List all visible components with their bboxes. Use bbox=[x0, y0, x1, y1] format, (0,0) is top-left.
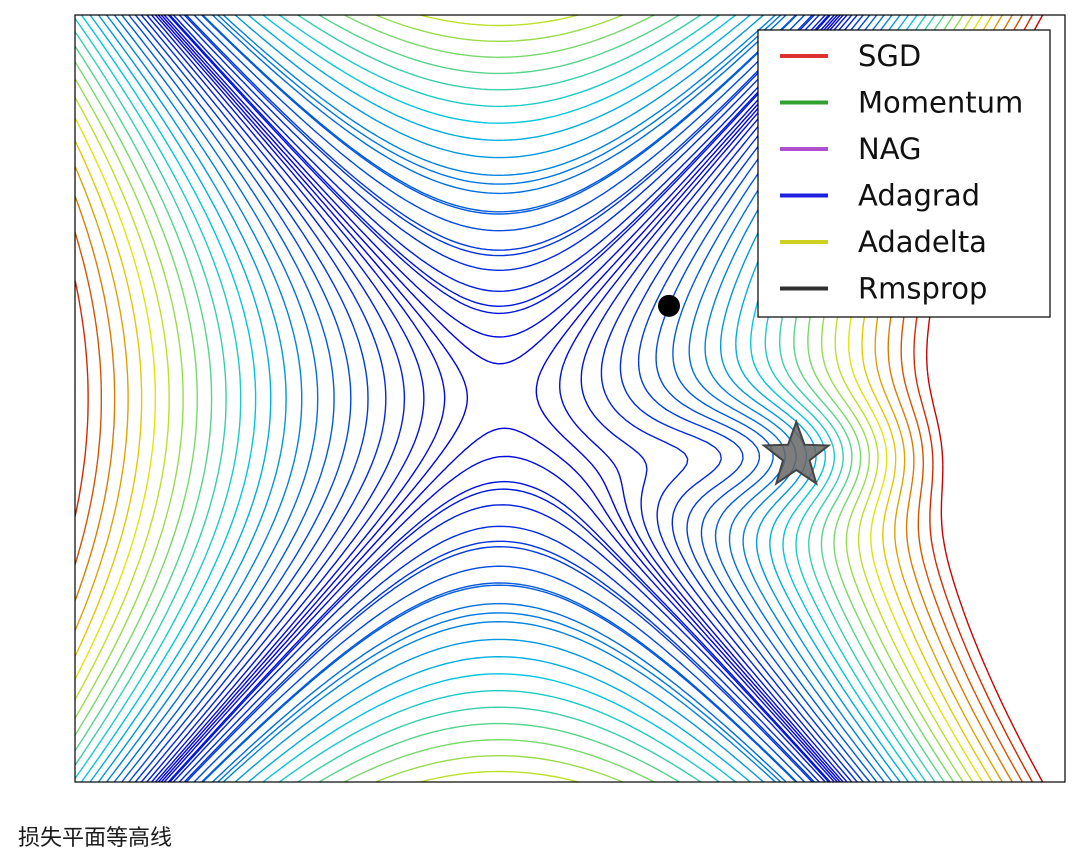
contour-line bbox=[262, 15, 736, 782]
start-point-marker bbox=[658, 294, 680, 317]
legend-label-momentum: Momentum bbox=[858, 86, 1023, 120]
contour-line bbox=[201, 15, 798, 782]
figure-caption: 损失平面等高线 bbox=[18, 826, 173, 851]
contour-line bbox=[157, 15, 841, 782]
contour-line bbox=[278, 15, 720, 782]
legend-label-rmsprop: Rmsprop bbox=[858, 272, 987, 306]
contour-line bbox=[185, 15, 813, 782]
goal-star-marker bbox=[761, 419, 832, 486]
plot-frame bbox=[74, 14, 1066, 783]
contour-line bbox=[193, 15, 806, 782]
contour-line bbox=[297, 15, 701, 782]
legend-label-nag: NAG bbox=[858, 132, 922, 166]
contour-line bbox=[160, 15, 838, 782]
legend-box bbox=[757, 29, 1051, 318]
contour-line bbox=[106, 15, 893, 782]
contour-line bbox=[75, 15, 936, 782]
legend-label-adagrad: Adagrad bbox=[858, 179, 980, 213]
contour-line bbox=[247, 15, 751, 782]
legend-label-sgd: SGD bbox=[858, 39, 921, 73]
legend: SGD Momentum NAG Adagrad Adadelta Rmsprop bbox=[757, 29, 1051, 318]
contour-figure: SGD Momentum NAG Adagrad Adadelta Rmsprop bbox=[74, 14, 1066, 783]
contour-line bbox=[318, 15, 680, 782]
contour-line bbox=[154, 15, 844, 782]
plot-markers bbox=[658, 294, 832, 486]
contour-line bbox=[202, 15, 797, 782]
contour-line bbox=[212, 15, 787, 782]
legend-label-adadelta: Adadelta bbox=[858, 225, 987, 259]
contour-line bbox=[234, 15, 764, 782]
